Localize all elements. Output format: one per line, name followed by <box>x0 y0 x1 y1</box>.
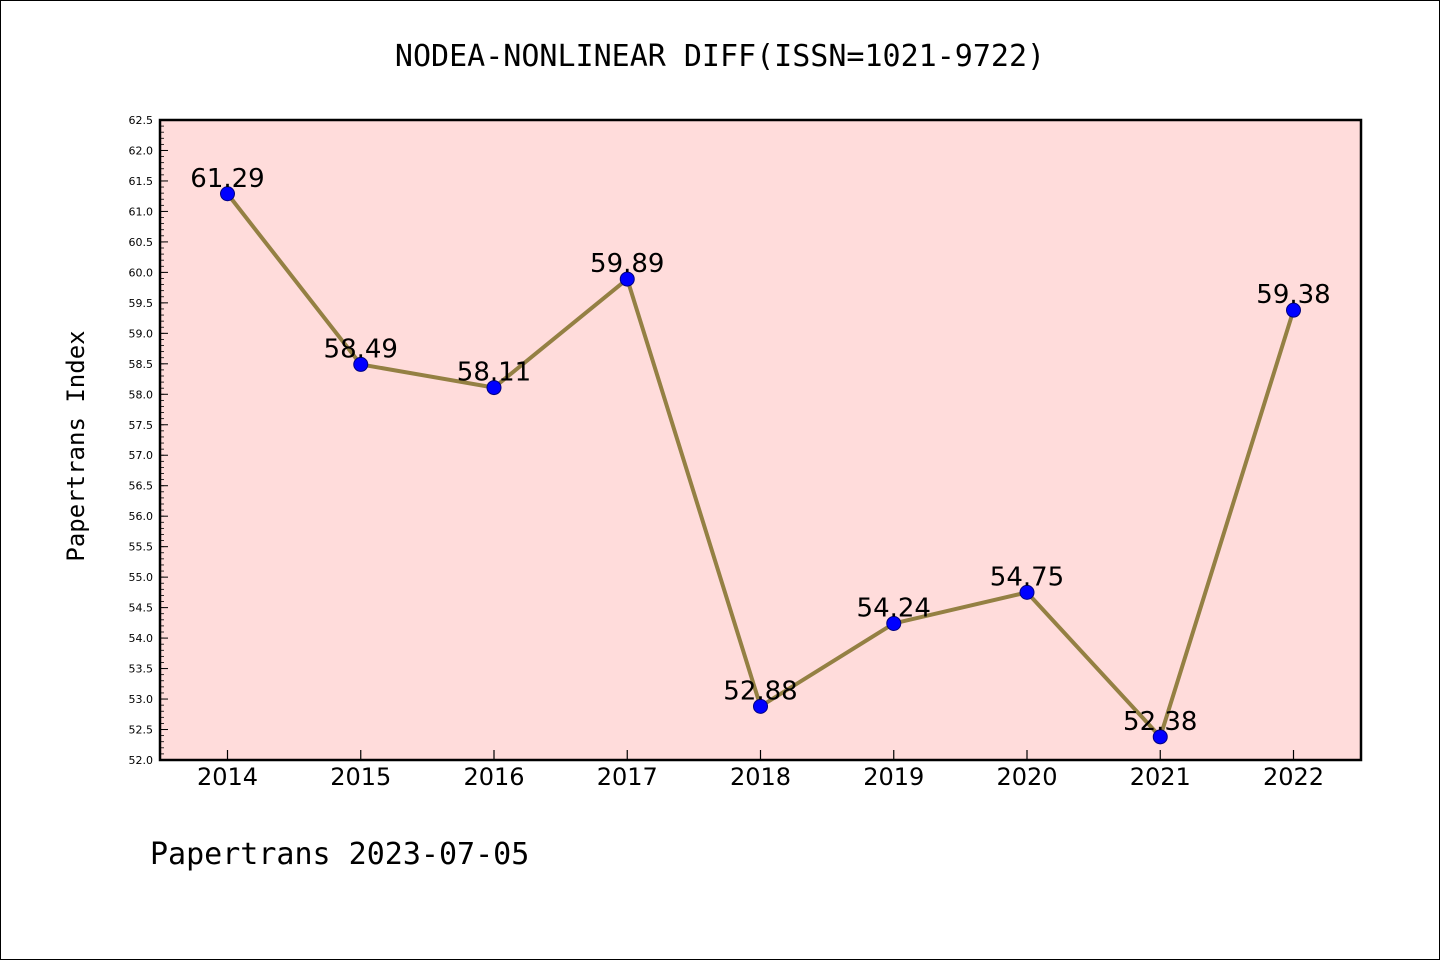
y-tick-label: 59.0 <box>129 327 154 340</box>
x-tick-label: 2017 <box>597 763 658 791</box>
data-label: 61.29 <box>190 164 264 194</box>
data-point-marker <box>753 698 768 714</box>
x-tick-label: 2020 <box>996 763 1057 791</box>
data-point-marker <box>1286 302 1301 318</box>
data-point-marker <box>886 615 902 631</box>
x-tick-label: 2014 <box>197 763 258 791</box>
data-label: 59.38 <box>1256 280 1330 310</box>
data-point-marker <box>619 271 635 287</box>
y-tick-label: 53.5 <box>129 663 154 676</box>
chart-title: NODEA-NONLINEAR DIFF(ISSN=1021-9722) <box>395 39 1045 74</box>
y-tick-label: 55.5 <box>129 541 154 554</box>
y-tick-label: 59.5 <box>129 297 154 310</box>
data-label: 58.11 <box>457 358 531 388</box>
data-label: 54.24 <box>857 593 931 623</box>
x-tick-label: 2016 <box>463 763 524 791</box>
y-tick-label: 52.5 <box>129 724 154 737</box>
y-tick-label: 54.0 <box>129 632 154 645</box>
y-tick-label: 58.5 <box>129 358 154 371</box>
x-axis: 2014 2015 2016 2017 2018 2019 2020 2021 2022 <box>197 750 1324 791</box>
y-tick-label: 52.0 <box>129 754 154 767</box>
data-point-marker <box>486 380 502 396</box>
plot-area <box>158 118 1363 762</box>
y-tick-label: 56.5 <box>129 480 154 493</box>
y-tick-label: 57.0 <box>129 449 154 462</box>
y-tick-label: 61.5 <box>129 175 154 188</box>
y-tick-label: 61.0 <box>129 205 154 218</box>
x-tick-label: 2015 <box>330 763 391 791</box>
footer-source-date: Papertrans 2023-07-05 <box>150 837 529 872</box>
series-line <box>220 186 1301 745</box>
x-tick-label: 2019 <box>863 763 924 791</box>
data-point-marker <box>1152 729 1168 745</box>
y-axis-label: Papertrans Index <box>62 330 90 561</box>
y-axis: 52.0 52.5 53.0 53.5 54.0 54.5 55.0 55.5 56.0 56.5… <box>129 114 168 767</box>
y-tick-label: 54.5 <box>129 602 154 615</box>
data-labels: 61.29 58.49 58.11 59.89 52.88 54.24 54.75 52.38… <box>190 164 1330 737</box>
data-label: 58.49 <box>324 334 398 364</box>
y-tick-label: 58.0 <box>129 388 154 401</box>
x-tick-label: 2018 <box>730 763 791 791</box>
y-tick-label: 62.5 <box>129 114 154 127</box>
y-tick-label: 62.0 <box>129 144 154 157</box>
y-tick-label: 57.5 <box>129 419 154 432</box>
data-point-marker <box>353 356 369 372</box>
data-label: 52.88 <box>723 676 797 706</box>
x-tick-label: 2021 <box>1130 763 1191 791</box>
y-tick-label: 56.0 <box>129 510 154 523</box>
y-tick-label: 53.0 <box>129 693 154 706</box>
y-tick-label: 60.0 <box>129 266 154 279</box>
y-tick-label: 60.5 <box>129 236 154 249</box>
data-point-marker <box>1019 584 1035 600</box>
data-label: 54.75 <box>990 562 1064 592</box>
data-label: 52.38 <box>1123 707 1197 737</box>
data-label: 59.89 <box>590 249 664 279</box>
x-tick-label: 2022 <box>1263 763 1324 791</box>
y-tick-label: 55.0 <box>129 571 154 584</box>
data-point-marker <box>220 186 235 202</box>
